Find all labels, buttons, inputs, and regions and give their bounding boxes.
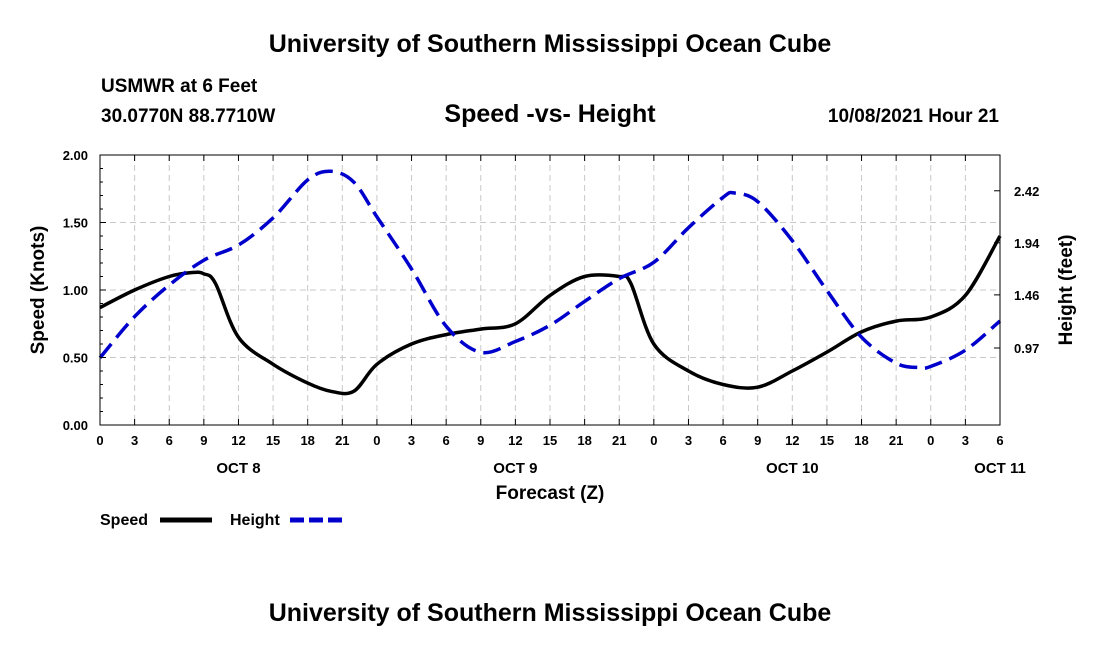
x-tick-label: 0 xyxy=(927,433,934,448)
x-tick-label: 0 xyxy=(373,433,380,448)
series-line-height xyxy=(98,169,1002,371)
x-tick-label: 12 xyxy=(508,433,522,448)
y-right-tick-label: 2.42 xyxy=(1014,184,1039,199)
station-coordinates: 30.0770N 88.7710W xyxy=(101,106,276,127)
x-tick-label: 18 xyxy=(854,433,868,448)
x-tick-label: 6 xyxy=(996,433,1003,448)
x-tick-label: 6 xyxy=(166,433,173,448)
date-label: OCT 8 xyxy=(216,460,260,477)
y-left-tick-label: 0.50 xyxy=(63,351,88,366)
y-left-tick-label: 1.00 xyxy=(63,283,88,298)
x-tick-label: 21 xyxy=(335,433,349,448)
x-tick-label: 18 xyxy=(300,433,314,448)
x-tick-label: 6 xyxy=(443,433,450,448)
forecast-datetime: 10/08/2021 Hour 21 xyxy=(827,106,999,127)
series-line-speed xyxy=(99,235,1002,396)
x-tick-label: 9 xyxy=(200,433,207,448)
x-tick-label: 12 xyxy=(785,433,799,448)
y-axis-right-label: Height (feet) xyxy=(1056,235,1077,346)
y-left-tick-label: 1.50 xyxy=(63,216,88,231)
x-tick-label: 3 xyxy=(408,433,415,448)
x-tick-label: 6 xyxy=(719,433,726,448)
date-label: OCT 11 xyxy=(974,460,1026,477)
y-axis-left-label: Speed (Knots) xyxy=(28,226,49,355)
legend-label: Height xyxy=(230,512,280,529)
x-axis-label: Forecast (Z) xyxy=(496,483,605,504)
y-right-tick-label: 1.46 xyxy=(1014,288,1039,303)
x-tick-label: 18 xyxy=(577,433,591,448)
x-tick-label: 21 xyxy=(889,433,903,448)
series-layer xyxy=(98,169,1002,396)
date-label: OCT 9 xyxy=(493,460,537,477)
grid xyxy=(100,155,1000,425)
y-left-tick-label: 2.00 xyxy=(63,148,88,163)
x-tick-label: 0 xyxy=(650,433,657,448)
legend-label: Speed xyxy=(100,512,148,529)
x-tick-label: 0 xyxy=(96,433,103,448)
x-tick-label: 3 xyxy=(131,433,138,448)
x-tick-label: 9 xyxy=(754,433,761,448)
x-tick-label: 12 xyxy=(231,433,245,448)
y-right-tick-label: 1.94 xyxy=(1014,236,1040,251)
x-tick-label: 15 xyxy=(820,433,834,448)
x-tick-label: 15 xyxy=(266,433,280,448)
x-tick-label: 9 xyxy=(477,433,484,448)
y-left-tick-label: 0.00 xyxy=(63,418,88,433)
x-tick-label: 15 xyxy=(543,433,557,448)
footer-title: University of Southern Mississippi Ocean… xyxy=(268,599,832,627)
station-name: USMWR at 6 Feet xyxy=(101,76,258,97)
chart-title: Speed -vs- Height xyxy=(444,100,656,128)
y-right-tick-label: 0.97 xyxy=(1014,341,1039,356)
x-tick-label: 3 xyxy=(962,433,969,448)
legend: Speed Height xyxy=(100,512,342,529)
date-label: OCT 10 xyxy=(766,460,819,477)
axes: 0 3 6 9 12 15 18 21 0 3 6 9 12 15 18 21 0 3 6 9 12 15 18 21 0 3 6 O… xyxy=(63,148,1040,477)
x-tick-label: 21 xyxy=(612,433,626,448)
x-tick-label: 3 xyxy=(685,433,692,448)
page-title: University of Southern Mississippi Ocean… xyxy=(268,30,832,58)
